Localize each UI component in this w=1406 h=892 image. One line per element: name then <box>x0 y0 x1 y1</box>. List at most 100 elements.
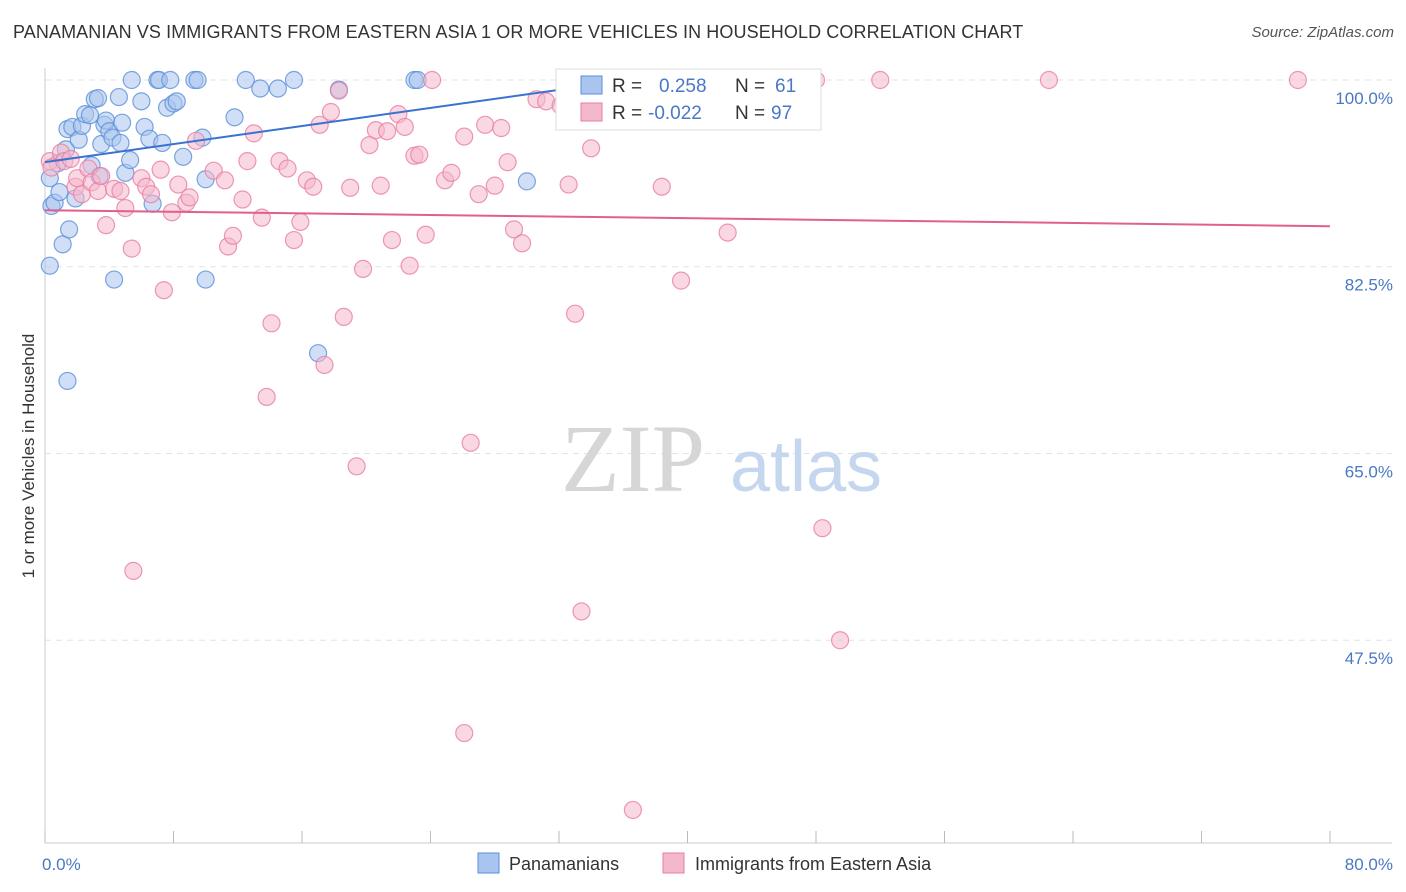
stats-n-value-1: 61 <box>775 76 796 97</box>
eastern-asia-point <box>284 230 304 250</box>
y-tick-label: 65.0% <box>1345 462 1393 481</box>
eastern-asia-point <box>347 457 366 476</box>
eastern-asia-point <box>291 212 310 232</box>
eastern-asia-point <box>455 723 474 743</box>
eastern-asia-point <box>124 561 143 580</box>
chart-title: PANAMANIAN VS IMMIGRANTS FROM EASTERN AS… <box>13 22 1024 42</box>
y-tick-label: 82.5% <box>1345 276 1393 295</box>
eastern-asia-point <box>395 117 414 137</box>
panamanian-point <box>122 70 141 90</box>
panamanian-point <box>88 89 108 108</box>
stats-r-label-2: R = <box>612 103 642 124</box>
panamanian-point <box>112 113 132 132</box>
panamanian-point <box>132 92 151 111</box>
eastern-asia-point <box>572 602 591 621</box>
eastern-asia-point <box>215 171 234 190</box>
panamanian-point <box>225 108 244 127</box>
eastern-asia-point <box>504 220 524 239</box>
eastern-asia-point <box>652 177 671 196</box>
stats-legend-swatch-pink <box>580 102 603 122</box>
eastern-asia-point <box>671 271 691 290</box>
eastern-asia-point <box>582 139 601 158</box>
stats-legend-swatch-blue <box>580 75 603 95</box>
legend-label-panamanians: Panamanians <box>509 854 619 874</box>
panamanian-point <box>161 70 180 90</box>
stats-n-label-2: N = <box>735 103 765 124</box>
x-tick-label-max: 80.0% <box>1345 855 1393 874</box>
eastern-asia-point <box>88 181 108 201</box>
eastern-asia-point <box>871 70 890 90</box>
x-tick-label-min: 0.0% <box>42 855 81 874</box>
stats-n-value-2: 97 <box>771 103 792 124</box>
eastern-asia-point <box>565 304 585 323</box>
eastern-asia-point <box>304 177 323 196</box>
stats-r-value-1: 0.258 <box>659 76 707 97</box>
panamanian-point <box>268 79 288 98</box>
eastern-asia-point <box>262 314 281 333</box>
trend-lines <box>44 84 1331 228</box>
watermark: ZIP atlas <box>561 405 882 512</box>
eastern-asia-point <box>378 122 397 141</box>
stats-n-label-1: N = <box>735 76 765 97</box>
trend-line-panamanians <box>44 84 592 164</box>
eastern-asia-point <box>315 355 334 375</box>
eastern-asia-point <box>116 198 135 218</box>
eastern-asia-point <box>410 145 429 164</box>
eastern-asia-point <box>122 239 141 258</box>
eastern-asia-point <box>492 118 511 138</box>
eastern-asia-point <box>498 153 517 172</box>
eastern-asia-point <box>321 102 341 122</box>
eastern-asia-point <box>476 115 495 134</box>
series-immigrants-eastern-asia <box>40 70 1307 820</box>
panamanian-point <box>174 147 193 166</box>
panamanian-point <box>80 106 100 125</box>
panamanian-point <box>121 150 140 170</box>
eastern-asia-point <box>169 175 188 194</box>
eastern-asia-point <box>718 223 737 242</box>
panamanian-point <box>59 220 79 239</box>
panamanian-point <box>40 256 59 275</box>
panamanian-point <box>153 133 172 153</box>
panamanian-point <box>111 133 130 153</box>
eastern-asia-point <box>96 216 116 235</box>
eastern-asia-point <box>423 70 442 90</box>
eastern-asia-point <box>1039 70 1059 90</box>
eastern-asia-point <box>238 152 257 171</box>
eastern-asia-point <box>252 208 271 227</box>
legend-label-immigrants: Immigrants from Eastern Asia <box>695 854 932 874</box>
eastern-asia-point <box>223 226 243 245</box>
eastern-asia-point <box>400 256 419 275</box>
eastern-asia-point <box>180 188 199 207</box>
eastern-asia-point <box>92 166 111 186</box>
panamanian-point <box>104 270 124 289</box>
eastern-asia-point <box>151 160 170 179</box>
panamanian-point <box>50 182 69 202</box>
x-tick-labels: 0.0% 80.0% <box>42 855 1393 874</box>
watermark-zip: ZIP <box>561 405 705 512</box>
panamanian-point <box>284 70 304 90</box>
panamanian-point <box>517 172 536 191</box>
eastern-asia-point <box>830 631 850 650</box>
y-axis-title: 1 or more Vehicles in Household <box>19 334 38 579</box>
eastern-asia-point <box>382 230 402 250</box>
eastern-asia-point <box>154 281 173 300</box>
eastern-asia-point <box>455 127 474 146</box>
stats-legend: R = 0.258 N = 61 R = -0.022 N = 97 <box>555 68 822 131</box>
eastern-asia-point <box>416 225 435 244</box>
eastern-asia-point <box>469 185 488 204</box>
eastern-asia-point <box>461 433 480 452</box>
legend-swatch-immigrants <box>662 852 685 874</box>
panamanian-point <box>58 371 77 391</box>
eastern-asia-point <box>371 176 390 195</box>
eastern-asia-point <box>341 178 360 197</box>
eastern-asia-point <box>1288 70 1307 90</box>
panamanian-point <box>188 70 207 90</box>
eastern-asia-point <box>233 190 252 209</box>
stats-r-value-2: -0.022 <box>648 103 702 124</box>
panamanian-point <box>196 270 215 289</box>
trend-line-eastern-asia <box>44 209 1331 228</box>
y-tick-label: 47.5% <box>1345 649 1393 668</box>
source-note: Source: ZipAtlas.com <box>1251 24 1394 41</box>
bottom-legend: Panamanians Immigrants from Eastern Asia <box>477 852 932 874</box>
